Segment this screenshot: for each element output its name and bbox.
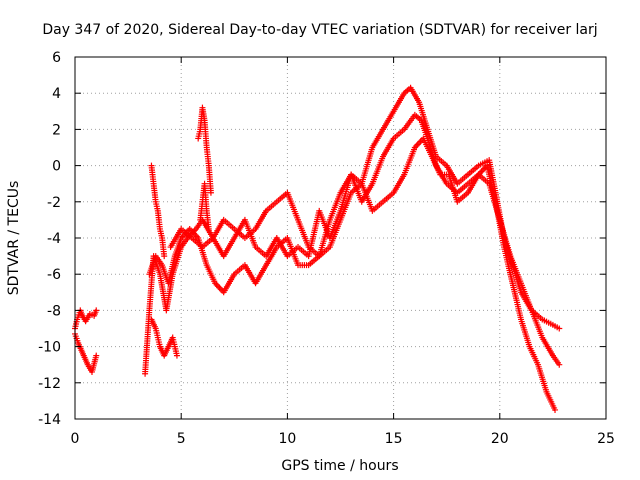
y-tick-label: 6	[52, 50, 61, 66]
y-tick-label: 0	[52, 159, 61, 175]
data-point	[205, 225, 212, 232]
data-point	[552, 406, 559, 413]
x-tick-label: 10	[278, 431, 296, 447]
y-tick-label: -4	[47, 231, 61, 247]
data-point	[556, 325, 563, 332]
y-tick-label: -2	[47, 195, 61, 211]
y-tick-label: 2	[52, 122, 61, 138]
grid-lines	[75, 57, 606, 419]
data-point	[93, 307, 100, 314]
data-point	[161, 253, 168, 260]
x-tick-label: 0	[71, 431, 80, 447]
data-point	[556, 361, 563, 368]
y-tick-label: -10	[38, 340, 61, 356]
plot-frame	[74, 56, 607, 420]
data-points	[72, 84, 563, 413]
chart-title: Day 347 of 2020, Sidereal Day-to-day VTE…	[42, 22, 597, 38]
y-axis-label: SDTVAR / TECUs	[6, 181, 22, 296]
y-tick-label: 4	[52, 86, 61, 102]
x-tick-label: 5	[177, 431, 186, 447]
data-point	[207, 189, 214, 196]
y-tick-label: -14	[38, 412, 61, 428]
x-axis-label: GPS time / hours	[281, 458, 398, 474]
x-tick-label: 15	[385, 431, 403, 447]
y-tick-label: -6	[47, 267, 61, 283]
y-axis-ticks: -14 -12 -10 -8 -6 -4 -2 0 2 4 6	[38, 50, 606, 428]
x-tick-label: 25	[597, 431, 615, 447]
data-point	[93, 352, 100, 359]
x-tick-label: 20	[491, 431, 509, 447]
y-tick-label: -8	[47, 303, 61, 319]
x-axis-ticks: 0 5 10 15 20 25	[71, 57, 615, 447]
y-tick-label: -12	[38, 376, 61, 392]
data-point	[173, 352, 180, 359]
